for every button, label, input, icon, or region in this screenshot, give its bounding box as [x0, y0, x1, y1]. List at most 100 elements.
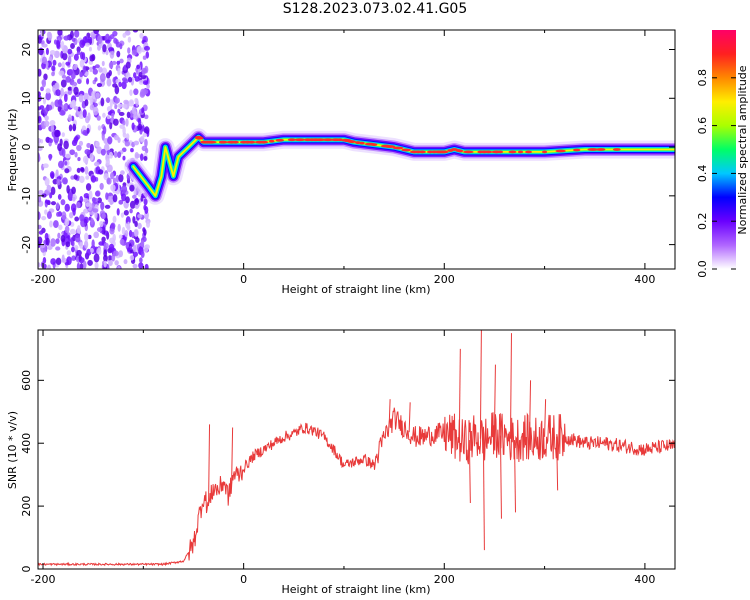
noise-speck — [118, 199, 124, 205]
noise-speck — [56, 178, 61, 186]
noise-speck — [89, 54, 95, 62]
noise-speck — [74, 234, 81, 243]
noise-speck — [69, 149, 76, 156]
noise-speck — [64, 225, 70, 234]
noise-speck — [45, 88, 51, 94]
noise-speck — [79, 214, 85, 222]
track-hotspot — [314, 138, 326, 142]
noise-speck — [74, 135, 79, 142]
noise-speck — [96, 82, 103, 88]
noise-speck — [114, 85, 120, 95]
noise-speck — [141, 107, 145, 114]
noise-speck — [68, 212, 74, 219]
noise-speck — [46, 211, 52, 220]
noise-speck — [71, 139, 78, 147]
noise-speck — [143, 244, 149, 253]
noise-speck — [73, 174, 78, 180]
noise-speck — [144, 126, 150, 135]
noise-speck — [70, 71, 76, 80]
x-tick-label: 200 — [434, 573, 455, 586]
noise-speck — [127, 76, 133, 83]
noise-speck — [58, 70, 65, 77]
noise-speck — [74, 151, 78, 158]
track-hotspot — [370, 143, 378, 147]
noise-speck — [104, 204, 111, 209]
noise-speck — [84, 42, 90, 47]
noise-speck — [143, 204, 147, 211]
noise-speck — [55, 202, 60, 210]
noise-speck — [79, 59, 85, 68]
snr-spike — [529, 380, 532, 439]
noise-speck — [134, 220, 138, 228]
noise-speck — [92, 106, 99, 116]
noise-speck — [109, 122, 113, 130]
noise-speck — [109, 34, 115, 40]
noise-speck — [129, 200, 136, 209]
colorbar-tick-label: 0.8 — [696, 69, 709, 87]
track-hotspot — [517, 150, 524, 154]
snr-spike — [544, 399, 547, 437]
snr-line — [38, 407, 675, 567]
noise-speck — [91, 239, 95, 249]
noise-speck — [92, 208, 99, 213]
track-hotspot — [347, 140, 356, 144]
noise-speck — [71, 240, 75, 247]
track-hotspot — [508, 150, 517, 154]
track-hotspot — [247, 140, 256, 144]
noise-speck — [112, 83, 118, 88]
noise-speck — [99, 182, 104, 190]
noise-speck — [103, 254, 108, 262]
noise-speck — [38, 111, 41, 117]
noise-speck — [79, 241, 84, 249]
noise-speck — [142, 55, 147, 60]
track-hotspot — [484, 150, 493, 154]
noise-speck — [64, 153, 71, 159]
noise-speck — [60, 87, 64, 97]
noise-speck — [72, 123, 77, 132]
noise-speck — [116, 50, 121, 58]
noise-speck — [64, 161, 68, 166]
noise-speck — [125, 216, 131, 225]
x-tick-label: 400 — [634, 273, 655, 286]
colorbar-ticks: 0.0 0.2 0.4 0.6 0.8 — [696, 69, 736, 278]
noise-speck — [105, 39, 111, 44]
track-hotspot — [440, 150, 449, 154]
noise-speck — [103, 260, 107, 268]
noise-speck — [83, 216, 89, 224]
noise-speck — [112, 177, 116, 184]
noise-speck — [108, 47, 114, 52]
noise-speck — [61, 254, 65, 263]
noise-speck — [43, 73, 48, 81]
noise-speck — [138, 71, 143, 78]
noise-speck — [99, 220, 104, 228]
track-hotspot — [555, 149, 566, 153]
track-hotspot — [587, 148, 599, 151]
noise-speck — [102, 125, 107, 135]
noise-speck — [74, 216, 80, 222]
noise-speck — [85, 175, 90, 180]
noise-speck — [60, 234, 66, 243]
track-hotspot — [359, 141, 365, 145]
noise-speck — [76, 167, 81, 173]
noise-speck — [55, 246, 61, 251]
noise-speck — [38, 153, 41, 162]
noise-speck — [51, 65, 56, 72]
noise-speck — [73, 53, 79, 61]
noise-speck — [88, 190, 93, 200]
noise-speck — [41, 193, 47, 198]
noise-speck — [140, 239, 145, 248]
track-hotspot — [497, 150, 504, 154]
noise-speck — [118, 250, 124, 258]
x-tick-label: -200 — [31, 573, 56, 586]
noise-speck — [47, 264, 52, 269]
noise-speck — [137, 123, 143, 131]
noise-speck — [94, 262, 99, 269]
noise-speck — [94, 64, 100, 69]
noise-speck — [146, 84, 150, 89]
noise-speck — [143, 198, 148, 206]
noise-speck — [123, 259, 128, 265]
noise-speck — [82, 260, 87, 269]
noise-speck — [101, 212, 106, 220]
snr-xlabel: Height of straight line (km) — [281, 583, 430, 596]
